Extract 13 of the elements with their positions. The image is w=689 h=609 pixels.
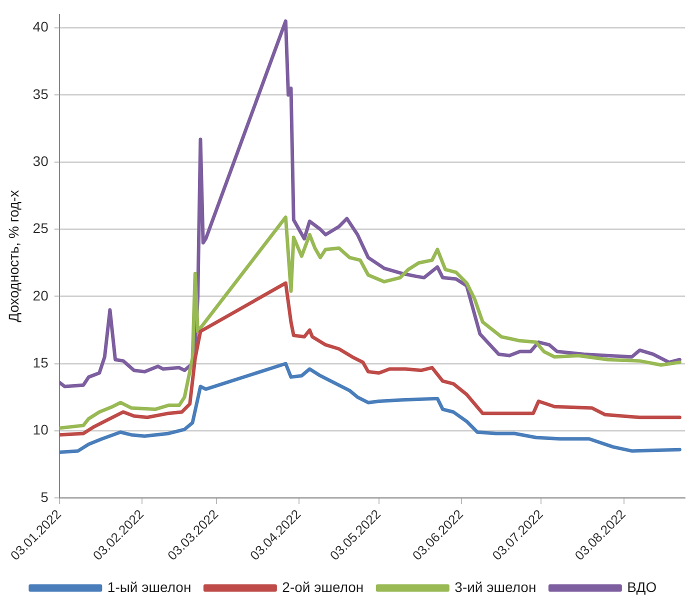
legend-label: 1-ый эшелон bbox=[107, 578, 192, 595]
y-tick-label: 10 bbox=[32, 422, 49, 438]
legend-label: ВДО bbox=[627, 578, 657, 595]
y-axis-title: Доходность, % год-х bbox=[5, 190, 22, 322]
y-tick-label: 15 bbox=[32, 354, 49, 370]
y-tick-label: 35 bbox=[32, 86, 49, 102]
legend-label: 3-ий эшелон bbox=[454, 578, 536, 595]
y-tick-label: 40 bbox=[32, 18, 49, 35]
y-tick-label: 20 bbox=[32, 287, 49, 304]
y-tick-label: 5 bbox=[40, 488, 49, 505]
y-tick-label: 30 bbox=[32, 153, 49, 170]
legend-label: 2-ой эшелон bbox=[282, 578, 364, 595]
y-tick-label: 25 bbox=[32, 220, 49, 236]
